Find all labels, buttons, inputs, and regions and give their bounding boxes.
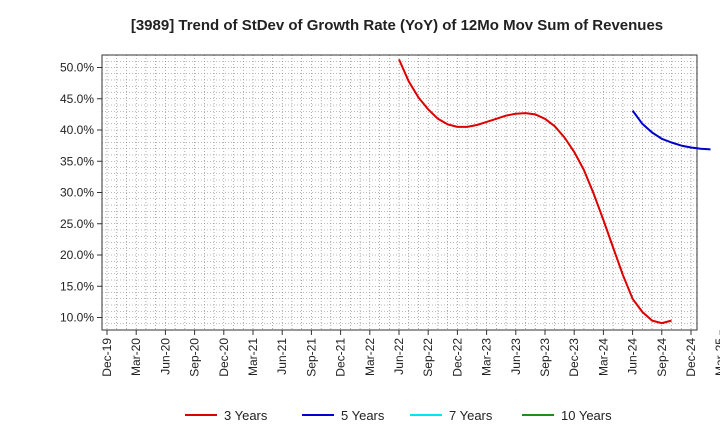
- x-tick-label: Dec-20: [217, 338, 231, 377]
- x-tick-label: Sep-22: [421, 338, 435, 377]
- x-tick-label: Mar-23: [480, 338, 494, 376]
- y-tick-label: 35.0%: [60, 154, 94, 168]
- series-line-5-years: [631, 110, 711, 151]
- chart-title: [3989] Trend of StDev of Growth Rate (Yo…: [131, 17, 663, 34]
- x-tick-label: Dec-24: [684, 338, 698, 377]
- y-tick-label: 20.0%: [60, 248, 94, 262]
- x-axis: Dec-19 Mar-20 Jun-20 Sep-20 Dec-20 Mar-21 Jun-…: [100, 330, 720, 377]
- legend-label: 5 Years: [341, 408, 385, 423]
- x-tick-label: Sep-21: [304, 338, 318, 377]
- y-tick-label: 10.0%: [60, 311, 94, 325]
- y-tick-label: 25.0%: [60, 217, 94, 231]
- x-tick-label: Mar-21: [246, 338, 260, 376]
- y-tick-label: 50.0%: [60, 61, 94, 75]
- legend-label: 7 Years: [449, 408, 493, 423]
- y-tick-label: 15.0%: [60, 279, 94, 293]
- series-layer: [398, 58, 711, 325]
- y-tick-label: 45.0%: [60, 92, 94, 106]
- x-tick-label: Mar-22: [363, 338, 377, 376]
- legend-label: 10 Years: [561, 408, 612, 423]
- x-tick-label: Jun-22: [392, 338, 406, 375]
- y-tick-label: 40.0%: [60, 123, 94, 137]
- x-tick-label: Dec-21: [334, 338, 348, 377]
- x-tick-label: Dec-22: [450, 338, 464, 377]
- x-tick-label: Sep-23: [538, 338, 552, 377]
- x-tick-label: Sep-24: [655, 338, 669, 377]
- x-tick-label: Mar-20: [129, 338, 143, 376]
- legend: 3 Years 5 Years 7 Years 10 Years: [185, 408, 612, 423]
- grid: [102, 54, 697, 330]
- x-tick-label: Jun-24: [626, 338, 640, 375]
- x-tick-label: Dec-23: [567, 338, 581, 377]
- series-line-3-years: [398, 58, 672, 325]
- x-tick-label: Mar-25: [713, 338, 720, 376]
- x-tick-label: Mar-24: [596, 338, 610, 376]
- x-tick-label: Jun-20: [158, 338, 172, 375]
- x-tick-label: Jun-23: [509, 338, 523, 375]
- x-tick-label: Jun-21: [275, 338, 289, 375]
- y-tick-label: 30.0%: [60, 186, 94, 200]
- x-tick-label: Dec-19: [100, 338, 114, 377]
- x-tick-label: Sep-20: [188, 338, 202, 377]
- y-axis: 10.0% 15.0% 20.0% 25.0% 30.0% 35.0% 40.0% 45.0%…: [60, 61, 102, 325]
- legend-label: 3 Years: [224, 408, 268, 423]
